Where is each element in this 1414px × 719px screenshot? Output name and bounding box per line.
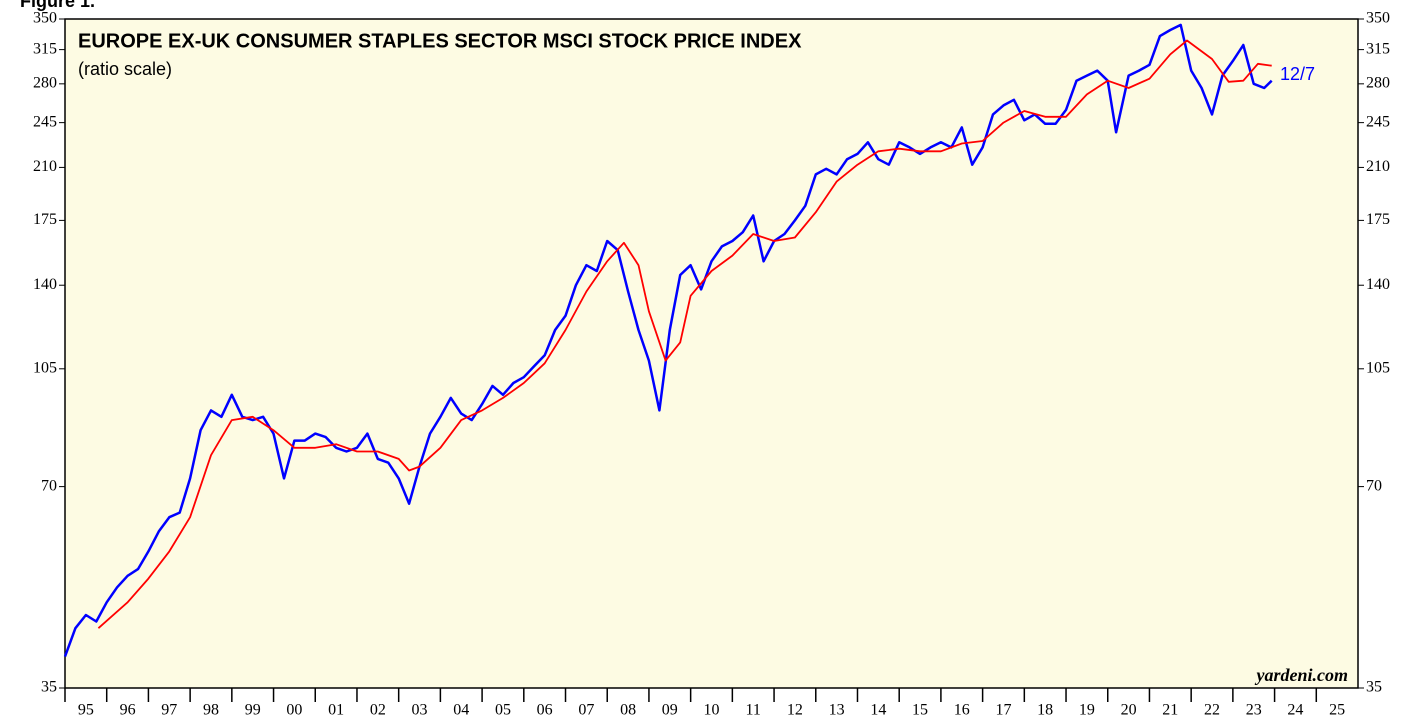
y2-tick-label: 315	[1366, 40, 1390, 57]
x-tick-label: 15	[912, 702, 928, 719]
x-tick-label: 03	[412, 702, 428, 719]
x-tick-label: 14	[870, 702, 886, 719]
figure-label: Figure 1.	[20, 0, 95, 11]
x-tick-label: 16	[954, 702, 970, 719]
annotation: 12/7	[1280, 64, 1315, 84]
x-tick-label: 12	[787, 702, 803, 719]
y2-tick-label: 350	[1366, 10, 1390, 27]
x-tick-label: 00	[286, 702, 302, 719]
x-tick-label: 17	[995, 702, 1011, 719]
x-tick-label: 08	[620, 702, 636, 719]
x-tick-label: 98	[203, 702, 219, 719]
x-tick-label: 11	[746, 702, 761, 719]
x-tick-label: 24	[1287, 702, 1303, 719]
plot-area	[64, 18, 1359, 689]
x-tick-label: 23	[1246, 702, 1262, 719]
y-tick-label: 70	[41, 477, 57, 494]
y2-tick-label: 105	[1366, 359, 1390, 376]
x-tick-label: 96	[120, 702, 136, 719]
x-tick-label: 05	[495, 702, 511, 719]
series-line	[97, 39, 1272, 629]
chart-subtitle: (ratio scale)	[78, 59, 172, 79]
y2-tick-label: 140	[1366, 276, 1390, 293]
x-tick-label: 06	[537, 702, 553, 719]
x-tick-label: 20	[1121, 702, 1137, 719]
y-tick-label: 350	[33, 10, 57, 27]
x-tick-label: 09	[662, 702, 678, 719]
y2-tick-label: 175	[1366, 211, 1390, 228]
x-tick-label: 10	[704, 702, 720, 719]
x-tick-label: 01	[328, 702, 344, 719]
y-tick-label: 245	[33, 113, 57, 130]
x-tick-label: 22	[1204, 702, 1220, 719]
x-tick-label: 25	[1329, 702, 1345, 719]
x-tick-label: 21	[1162, 702, 1178, 719]
x-tick-label: 07	[578, 702, 594, 719]
x-tick-label: 13	[829, 702, 845, 719]
x-tick-label: 18	[1037, 702, 1053, 719]
y-tick-label: 175	[33, 211, 57, 228]
x-tick-label: 04	[453, 702, 469, 719]
y-tick-label: 315	[33, 40, 57, 57]
y2-tick-label: 35	[1366, 679, 1382, 696]
series-line	[63, 23, 1273, 658]
x-tick-label: 19	[1079, 702, 1095, 719]
y2-tick-label: 245	[1366, 113, 1390, 130]
y-tick-label: 140	[33, 276, 57, 293]
chart-title: EUROPE EX-UK CONSUMER STAPLES SECTOR MSC…	[78, 30, 802, 52]
x-tick-label: 97	[161, 702, 177, 719]
y2-tick-label: 280	[1366, 75, 1390, 92]
y2-tick-label: 70	[1366, 477, 1382, 494]
x-tick-label: 02	[370, 702, 386, 719]
y2-tick-label: 210	[1366, 158, 1390, 175]
y-tick-label: 35	[41, 679, 57, 696]
y-tick-label: 280	[33, 75, 57, 92]
y-tick-label: 210	[33, 158, 57, 175]
source: yardeni.com	[1255, 665, 1349, 685]
y-tick-label: 105	[33, 359, 57, 376]
x-tick-label: 95	[78, 702, 94, 719]
x-tick-label: 99	[245, 702, 261, 719]
